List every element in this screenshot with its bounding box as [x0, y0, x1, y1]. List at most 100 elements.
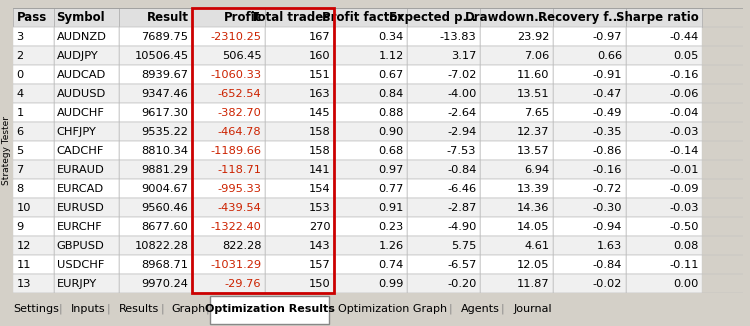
Text: -118.71: -118.71: [217, 165, 261, 175]
FancyBboxPatch shape: [407, 84, 480, 103]
Text: Profit factor: Profit factor: [322, 11, 404, 24]
FancyBboxPatch shape: [119, 27, 192, 46]
Text: 10506.45: 10506.45: [134, 51, 188, 61]
FancyBboxPatch shape: [13, 255, 53, 274]
Text: -0.06: -0.06: [670, 89, 699, 99]
Text: 7.06: 7.06: [524, 51, 549, 61]
FancyBboxPatch shape: [626, 46, 703, 65]
Text: Profit: Profit: [224, 11, 261, 24]
FancyBboxPatch shape: [13, 46, 53, 65]
FancyBboxPatch shape: [265, 217, 334, 236]
FancyBboxPatch shape: [553, 122, 626, 141]
Text: -0.94: -0.94: [592, 222, 622, 232]
FancyBboxPatch shape: [192, 274, 265, 293]
FancyBboxPatch shape: [192, 65, 265, 84]
Text: 14.36: 14.36: [517, 203, 549, 213]
Text: -0.30: -0.30: [592, 203, 622, 213]
FancyBboxPatch shape: [192, 236, 265, 255]
FancyBboxPatch shape: [626, 160, 703, 179]
Text: -6.46: -6.46: [447, 184, 476, 194]
FancyBboxPatch shape: [13, 103, 53, 122]
Text: 0: 0: [16, 70, 24, 80]
FancyBboxPatch shape: [265, 255, 334, 274]
FancyBboxPatch shape: [119, 274, 192, 293]
FancyBboxPatch shape: [265, 160, 334, 179]
Text: 11: 11: [16, 260, 31, 270]
FancyBboxPatch shape: [334, 236, 407, 255]
FancyBboxPatch shape: [265, 46, 334, 65]
Text: 12.37: 12.37: [517, 127, 549, 137]
Text: 9004.67: 9004.67: [142, 184, 188, 194]
Text: -0.01: -0.01: [669, 165, 699, 175]
FancyBboxPatch shape: [119, 160, 192, 179]
Text: 11.60: 11.60: [517, 70, 549, 80]
Text: -2.64: -2.64: [447, 108, 476, 118]
Text: AUDCAD: AUDCAD: [56, 70, 106, 80]
FancyBboxPatch shape: [334, 141, 407, 160]
FancyBboxPatch shape: [265, 27, 334, 46]
FancyBboxPatch shape: [553, 179, 626, 198]
Text: AUDJPY: AUDJPY: [56, 51, 98, 61]
Text: Pass: Pass: [16, 11, 46, 24]
Text: Graph: Graph: [172, 304, 206, 314]
Text: -0.35: -0.35: [592, 127, 622, 137]
Text: Expected p...: Expected p...: [389, 11, 476, 24]
FancyBboxPatch shape: [334, 179, 407, 198]
FancyBboxPatch shape: [407, 65, 480, 84]
Text: 2: 2: [16, 51, 23, 61]
Text: 1.26: 1.26: [379, 241, 404, 251]
FancyBboxPatch shape: [553, 274, 626, 293]
FancyBboxPatch shape: [553, 160, 626, 179]
Text: 0.84: 0.84: [378, 89, 404, 99]
FancyBboxPatch shape: [480, 103, 553, 122]
Text: 7689.75: 7689.75: [142, 32, 188, 42]
Text: 10822.28: 10822.28: [134, 241, 188, 251]
Text: -4.90: -4.90: [447, 222, 476, 232]
Text: Symbol: Symbol: [56, 11, 105, 24]
Text: 5.75: 5.75: [451, 241, 476, 251]
Text: 167: 167: [309, 32, 331, 42]
Text: -0.04: -0.04: [670, 108, 699, 118]
Text: 163: 163: [309, 89, 331, 99]
FancyBboxPatch shape: [407, 103, 480, 122]
Text: EURAUD: EURAUD: [56, 165, 104, 175]
Text: -0.49: -0.49: [592, 108, 622, 118]
FancyBboxPatch shape: [480, 255, 553, 274]
Text: Drawdown...: Drawdown...: [465, 11, 549, 24]
Text: -0.16: -0.16: [592, 165, 622, 175]
FancyBboxPatch shape: [13, 8, 53, 27]
FancyBboxPatch shape: [119, 103, 192, 122]
FancyBboxPatch shape: [53, 27, 119, 46]
Text: 23.92: 23.92: [517, 32, 549, 42]
FancyBboxPatch shape: [119, 217, 192, 236]
FancyBboxPatch shape: [334, 217, 407, 236]
Text: Inputs: Inputs: [71, 304, 106, 314]
Text: CHFJPY: CHFJPY: [56, 127, 97, 137]
Text: 0.66: 0.66: [597, 51, 622, 61]
Text: 158: 158: [309, 146, 331, 156]
Text: 150: 150: [309, 279, 331, 289]
Text: |: |: [107, 304, 110, 314]
FancyBboxPatch shape: [553, 27, 626, 46]
FancyBboxPatch shape: [480, 84, 553, 103]
Text: EURCAD: EURCAD: [56, 184, 104, 194]
FancyBboxPatch shape: [265, 236, 334, 255]
Text: -2.87: -2.87: [447, 203, 476, 213]
FancyBboxPatch shape: [407, 217, 480, 236]
FancyBboxPatch shape: [210, 296, 329, 324]
FancyBboxPatch shape: [53, 8, 119, 27]
Text: -0.84: -0.84: [447, 165, 476, 175]
FancyBboxPatch shape: [265, 274, 334, 293]
FancyBboxPatch shape: [553, 46, 626, 65]
FancyBboxPatch shape: [53, 255, 119, 274]
Text: -0.02: -0.02: [592, 279, 622, 289]
FancyBboxPatch shape: [13, 141, 53, 160]
Text: 1.12: 1.12: [378, 51, 404, 61]
Text: 153: 153: [309, 203, 331, 213]
FancyBboxPatch shape: [119, 179, 192, 198]
Text: Recovery f...: Recovery f...: [538, 11, 622, 24]
FancyBboxPatch shape: [480, 198, 553, 217]
Text: 7: 7: [16, 165, 24, 175]
Text: 0.23: 0.23: [378, 222, 404, 232]
FancyBboxPatch shape: [407, 160, 480, 179]
